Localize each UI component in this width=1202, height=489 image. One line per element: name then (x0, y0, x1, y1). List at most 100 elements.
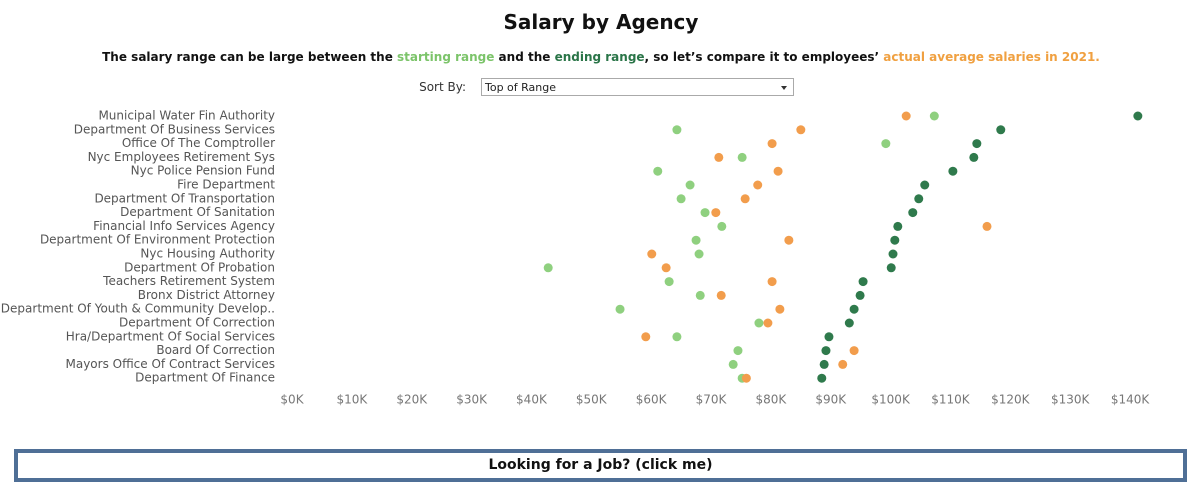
dot (844, 318, 854, 328)
dot (908, 208, 918, 218)
dot (886, 263, 896, 273)
dot (849, 346, 859, 356)
y-tick-label: Department Of Environment Protection (40, 233, 275, 247)
dot (695, 290, 705, 300)
dot (796, 125, 806, 135)
dot (901, 111, 911, 121)
dot (615, 304, 625, 314)
dot (969, 152, 979, 162)
x-tick-label: $120K (991, 393, 1031, 407)
dot (543, 263, 553, 273)
y-tick-label: Fire Department (177, 178, 275, 192)
y-tick-label: Teachers Retirement System (102, 274, 275, 288)
dot (711, 208, 721, 218)
y-tick-label: Department Of Sanitation (120, 205, 275, 219)
y-tick-label: Nyc Employees Retirement Sys (88, 150, 275, 164)
dot (664, 277, 674, 287)
dot (733, 346, 743, 356)
dot (737, 152, 747, 162)
dot (717, 221, 727, 231)
dot (838, 359, 848, 369)
dot (691, 235, 701, 245)
y-tick-label: Department Of Correction (119, 316, 275, 330)
y-tick-label: Department Of Finance (135, 371, 275, 385)
x-tick-label: $60K (636, 393, 668, 407)
dot (893, 221, 903, 231)
y-tick-label: Office Of The Comptroller (122, 136, 275, 150)
x-tick-label: $70K (696, 393, 728, 407)
dot (763, 318, 773, 328)
dot (685, 180, 695, 190)
dot (672, 332, 682, 342)
dot (890, 235, 900, 245)
x-tick-label: $10K (336, 393, 368, 407)
y-tick-label: Board Of Correction (156, 343, 275, 357)
sort-dropdown[interactable]: Top of Range (481, 78, 794, 96)
dot (767, 139, 777, 149)
y-tick-label: Mayors Office Of Contract Services (65, 357, 275, 371)
x-tick-label: $110K (931, 393, 971, 407)
subtitle-part: , so let’s compare it to employees’ (644, 50, 884, 64)
dot (784, 235, 794, 245)
dot (700, 208, 710, 218)
x-tick-label: $140K (1111, 393, 1151, 407)
dot (824, 332, 834, 342)
dot (775, 304, 785, 314)
x-tick-label: $50K (576, 393, 608, 407)
y-tick-label: Department Of Youth & Community Develop.… (1, 302, 275, 316)
dot (767, 277, 777, 287)
y-tick-label: Nyc Police Pension Fund (131, 164, 275, 178)
sort-value: Top of Range (485, 81, 557, 94)
dot (653, 166, 663, 176)
y-tick-label: Department Of Business Services (74, 122, 275, 136)
dot (881, 139, 891, 149)
x-tick-label: $100K (871, 393, 911, 407)
dot (948, 166, 958, 176)
subtitle-part: and the (494, 50, 555, 64)
subtitle-part: ending range (554, 50, 645, 64)
y-tick-label: Department Of Probation (124, 260, 275, 274)
dot (716, 290, 726, 300)
dot (714, 152, 724, 162)
dot (661, 263, 671, 273)
dot (641, 332, 651, 342)
subtitle-part: The salary range can be large between th… (102, 50, 398, 64)
x-tick-label: $20K (396, 393, 428, 407)
subtitle-part: starting range (397, 50, 495, 64)
dot (1133, 111, 1143, 121)
dot (817, 373, 827, 383)
dot (982, 221, 992, 231)
x-tick-label: $40K (516, 393, 548, 407)
dot (694, 249, 704, 259)
dot (920, 180, 930, 190)
y-tick-label: Bronx District Attorney (138, 288, 275, 302)
dot (754, 318, 764, 328)
y-tick-label: Nyc Housing Authority (140, 247, 275, 261)
dot (728, 359, 738, 369)
y-tick-label: Hra/Department Of Social Services (66, 329, 275, 343)
y-tick-label: Department Of Transportation (94, 191, 275, 205)
dot (821, 346, 831, 356)
dot (858, 277, 868, 287)
dot (647, 249, 657, 259)
dot (929, 111, 939, 121)
subtitle-part: actual average salaries in 2021. (883, 50, 1100, 64)
x-tick-label: $80K (756, 393, 788, 407)
dot (740, 194, 750, 204)
dot (741, 373, 751, 383)
y-tick-label: Financial Info Services Agency (93, 219, 275, 233)
dot (914, 194, 924, 204)
dot (672, 125, 682, 135)
dropdown-arrow (781, 86, 787, 90)
dot (996, 125, 1006, 135)
y-tick-label: Municipal Water Fin Authority (98, 109, 275, 123)
job-button[interactable]: Looking for a Job? (click me) (14, 449, 1187, 482)
x-tick-label: $0K (280, 393, 304, 407)
dot (676, 194, 686, 204)
subtitle: The salary range can be large between th… (0, 50, 1202, 64)
dot (855, 290, 865, 300)
dot (819, 359, 829, 369)
dot (773, 166, 783, 176)
